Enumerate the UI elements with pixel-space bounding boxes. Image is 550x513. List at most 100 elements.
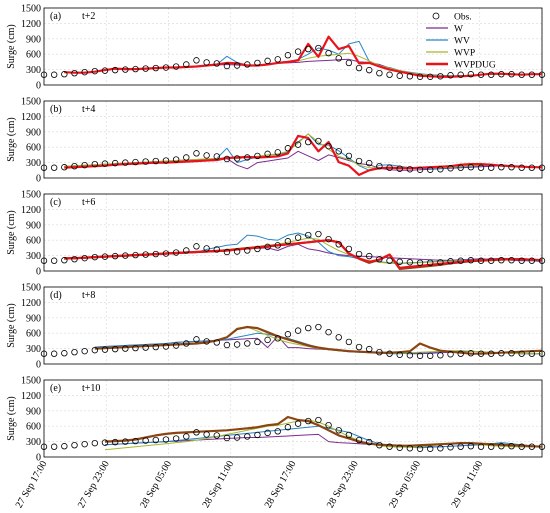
y-tick-label: 900 — [26, 34, 41, 45]
obs-point — [132, 158, 139, 166]
obs-point — [437, 73, 444, 80]
obs-point — [498, 257, 505, 264]
obs-point — [396, 72, 403, 79]
obs-point — [264, 150, 271, 158]
obs-point — [203, 245, 210, 252]
obs-point — [254, 152, 261, 160]
plot-frame — [43, 100, 543, 179]
obs-point — [254, 245, 261, 253]
obs-point — [416, 166, 424, 173]
obs-point — [406, 73, 414, 80]
obs-point — [71, 69, 78, 77]
obs-point — [203, 152, 210, 159]
y-tick-label: 0 — [36, 174, 41, 185]
obs-point — [172, 342, 180, 349]
obs-point — [111, 66, 119, 74]
obs-point — [40, 257, 48, 264]
obs-point — [335, 427, 342, 434]
obs-point — [345, 431, 353, 439]
y-tick-label: 600 — [26, 236, 41, 247]
obs-point — [162, 343, 170, 350]
obs-point — [162, 436, 170, 443]
obs-point — [437, 445, 444, 452]
y-tick-label: 600 — [26, 422, 41, 433]
obs-point — [315, 44, 322, 52]
obs-point — [81, 68, 88, 76]
obs-point — [132, 437, 139, 445]
obs-point — [183, 154, 190, 161]
obs-point — [457, 71, 464, 78]
series-line-wvpdug — [64, 35, 542, 78]
obs-point — [162, 250, 170, 257]
obs-point — [81, 254, 88, 262]
obs-point — [355, 250, 363, 258]
obs-point — [498, 164, 505, 171]
obs-point — [294, 141, 302, 148]
obs-point — [437, 166, 444, 173]
obs-point — [355, 436, 363, 444]
obs-point — [172, 63, 180, 70]
obs-point — [335, 55, 342, 62]
obs-point — [457, 350, 464, 357]
obs-point — [335, 241, 342, 248]
obs-point — [101, 346, 109, 353]
obs-point — [305, 45, 312, 53]
obs-point — [427, 352, 434, 359]
obs-point — [122, 159, 129, 166]
obs-point — [122, 252, 129, 259]
obs-point — [477, 350, 485, 357]
y-axis-label: Surge (cm) — [6, 117, 17, 162]
obs-point — [81, 161, 88, 169]
obs-point — [122, 345, 129, 352]
series-line-wv — [94, 332, 542, 355]
obs-point — [61, 257, 68, 264]
obs-point — [132, 344, 139, 352]
obs-point — [335, 148, 342, 155]
obs-point — [233, 434, 241, 441]
obs-point — [142, 158, 149, 165]
lead-time-label: t+6 — [82, 197, 95, 208]
obs-point — [91, 67, 99, 75]
obs-point — [274, 242, 281, 249]
y-tick-label: 600 — [26, 50, 41, 61]
obs-point — [244, 340, 251, 347]
obs-point — [223, 248, 231, 256]
obs-point — [213, 60, 220, 67]
y-tick-label: 1500 — [21, 283, 41, 294]
obs-point — [193, 429, 200, 436]
series-line-wvpdug — [94, 325, 543, 355]
obs-point — [142, 344, 149, 351]
obs-point — [193, 336, 200, 343]
y-axis-label: Surge (cm) — [6, 210, 17, 255]
obs-point — [233, 62, 241, 69]
obs-point — [61, 164, 68, 171]
obs-point — [111, 438, 119, 446]
obs-point — [447, 258, 454, 265]
obs-point — [50, 71, 58, 78]
panel-2: 0 300 600 900 1200 1500 Surge (cm) (c) t+6 — [6, 190, 546, 278]
y-tick-label: 300 — [26, 158, 41, 169]
obs-point — [172, 156, 180, 163]
plot-frame — [43, 286, 543, 365]
obs-point — [294, 420, 302, 427]
obs-point — [498, 443, 505, 450]
obs-point — [487, 71, 495, 78]
obs-point — [315, 416, 322, 424]
obs-point — [223, 155, 231, 163]
obs-point — [447, 444, 454, 451]
obs-point — [284, 145, 292, 152]
lead-time-label: t+2 — [82, 11, 95, 22]
y-tick-label: 0 — [36, 81, 41, 92]
obs-point — [366, 159, 373, 167]
obs-point — [376, 348, 383, 356]
obs-point — [254, 59, 261, 67]
obs-point — [284, 238, 292, 245]
series-line-wv — [64, 40, 542, 77]
obs-point — [467, 71, 475, 78]
y-tick-label: 300 — [26, 437, 41, 448]
obs-point — [183, 340, 190, 347]
obs-point — [477, 71, 485, 78]
x-tick-label: 28 Sep 11:00 — [201, 459, 237, 508]
x-tick-label: 28 Sep 05:00 — [138, 459, 174, 508]
panel-4: 0 300 600 900 1200 1500 Surge (cm) (e) t+10 27 Se… — [6, 376, 546, 510]
